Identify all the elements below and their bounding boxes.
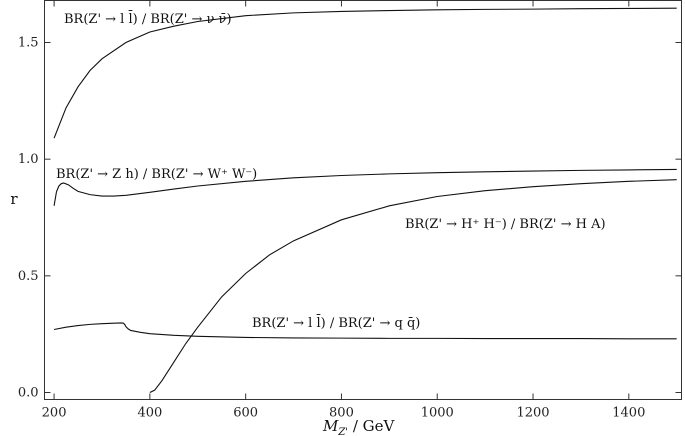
x-axis-ticks: 200 400 600 800 1000 1200 1400 <box>42 0 645 421</box>
x-tick-label: 1400 <box>612 406 645 421</box>
x-tick-label: 600 <box>233 406 258 421</box>
annotation-hphm-over-ha: BR(Z' → H⁺ H⁻) / BR(Z' → H A) <box>405 217 606 232</box>
y-tick-label: 0.5 <box>18 269 39 284</box>
x-tick-label: 200 <box>42 406 67 421</box>
y-tick-label: 1.0 <box>18 152 39 167</box>
series-ll-over-qq <box>53 322 677 340</box>
y-axis-ticks: 0.0 0.5 1.0 1.5 <box>18 36 682 401</box>
y-tick-label: 1.5 <box>18 36 39 51</box>
series-layer <box>53 7 677 393</box>
y-tick-label: 0.0 <box>18 386 39 401</box>
x-axis-label-unit: / GeV <box>348 417 395 435</box>
annotation-zh-over-ww: BR(Z' → Z h) / BR(Z' → W⁺ W⁻) <box>56 167 257 182</box>
x-axis-label-main: M <box>322 417 339 435</box>
plot-frame <box>44 0 682 400</box>
x-axis-label-sub: Z' <box>337 427 348 436</box>
y-axis-label: r <box>10 190 18 208</box>
annotation-ll-over-nunu: BR(Z' → l l̄) / BR(Z' → ν ν̄) <box>64 10 232 27</box>
series-ll-over-nunu <box>53 7 677 139</box>
x-tick-label: 800 <box>329 406 354 421</box>
annotation-ll-over-qq: BR(Z' → l l̄) / BR(Z' → q q̄) <box>252 314 420 331</box>
x-axis-label: MZ' / GeV <box>322 417 396 436</box>
series-zh-over-ww <box>53 168 677 206</box>
x-tick-label: 1000 <box>421 406 454 421</box>
series-hphm-over-ha <box>149 179 677 393</box>
x-tick-label: 400 <box>137 406 162 421</box>
x-tick-label: 1200 <box>516 406 549 421</box>
